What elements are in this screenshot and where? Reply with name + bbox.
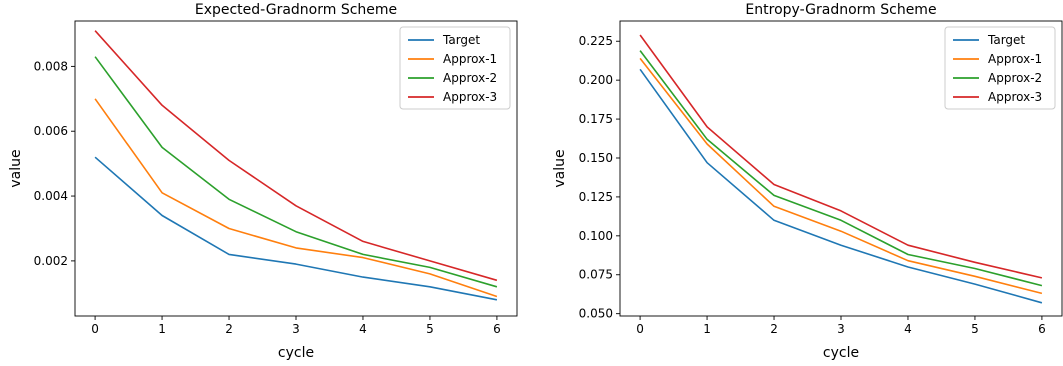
legend-label-approx-3: Approx-3 (443, 90, 497, 104)
series-line-target (639, 68, 1043, 304)
y-tick-label: 0.002 (34, 254, 68, 268)
y-tick-label: 0.006 (34, 124, 68, 138)
chart-title: Expected-Gradnorm Scheme (195, 2, 397, 18)
series-line-approx-3 (94, 30, 498, 282)
y-tick-label: 0.175 (579, 112, 613, 126)
chart-entropy-gradnorm: Entropy-Gradnorm Scheme cycle value 0 1 2 3… (552, 2, 1063, 361)
legend-box (944, 26, 1056, 110)
series-line-approx-1 (639, 57, 1043, 295)
series-line-approx-2 (639, 50, 1043, 287)
legend-label-approx-1: Approx-1 (988, 52, 1042, 66)
legend-box (399, 26, 511, 110)
legend-label-approx-2: Approx-2 (988, 71, 1042, 85)
x-tick-label: 2 (225, 322, 233, 336)
y-tick-label: 0.200 (579, 73, 613, 87)
series-line-approx-1 (94, 98, 498, 298)
x-tick-label: 6 (1038, 322, 1046, 336)
series-line-target (94, 156, 498, 301)
x-tick-label: 4 (904, 322, 912, 336)
y-tick-label: 0.100 (579, 229, 613, 243)
y-tick-label: 0.004 (34, 189, 68, 203)
x-tick-label: 3 (837, 322, 845, 336)
x-tick-label: 0 (636, 322, 644, 336)
y-axis-label: value (552, 149, 568, 187)
x-tick-label: 1 (703, 322, 711, 336)
x-axis-label: cycle (823, 345, 859, 361)
x-tick-label: 0 (91, 322, 99, 336)
x-tick-label: 1 (158, 322, 166, 336)
x-tick-label: 3 (292, 322, 300, 336)
y-tick-label: 0.008 (34, 59, 68, 73)
y-tick-label: 0.075 (579, 268, 613, 282)
y-tick-label: 0.225 (579, 34, 613, 48)
x-axis-label: cycle (278, 345, 314, 361)
x-tick-label: 6 (493, 322, 501, 336)
series-line-approx-2 (94, 56, 498, 288)
legend-label-approx-1: Approx-1 (443, 52, 497, 66)
legend-label-approx-3: Approx-3 (988, 90, 1042, 104)
y-tick-label: 0.125 (579, 190, 613, 204)
y-axis-label: value (8, 149, 24, 187)
legend-label-target: Target (987, 33, 1025, 47)
chart-expected-gradnorm: Expected-Gradnorm Scheme cycle value 0 1 2… (8, 2, 518, 361)
x-tick-label: 4 (359, 322, 367, 336)
y-tick-label: 0.150 (579, 151, 613, 165)
chart-title: Entropy-Gradnorm Scheme (745, 2, 936, 18)
legend-label-approx-2: Approx-2 (443, 71, 497, 85)
legend-label-target: Target (442, 33, 480, 47)
y-tick-label: 0.050 (579, 307, 613, 321)
series-line-approx-3 (639, 34, 1043, 279)
x-tick-label: 5 (971, 322, 979, 336)
x-tick-label: 5 (426, 322, 434, 336)
x-tick-label: 2 (770, 322, 778, 336)
